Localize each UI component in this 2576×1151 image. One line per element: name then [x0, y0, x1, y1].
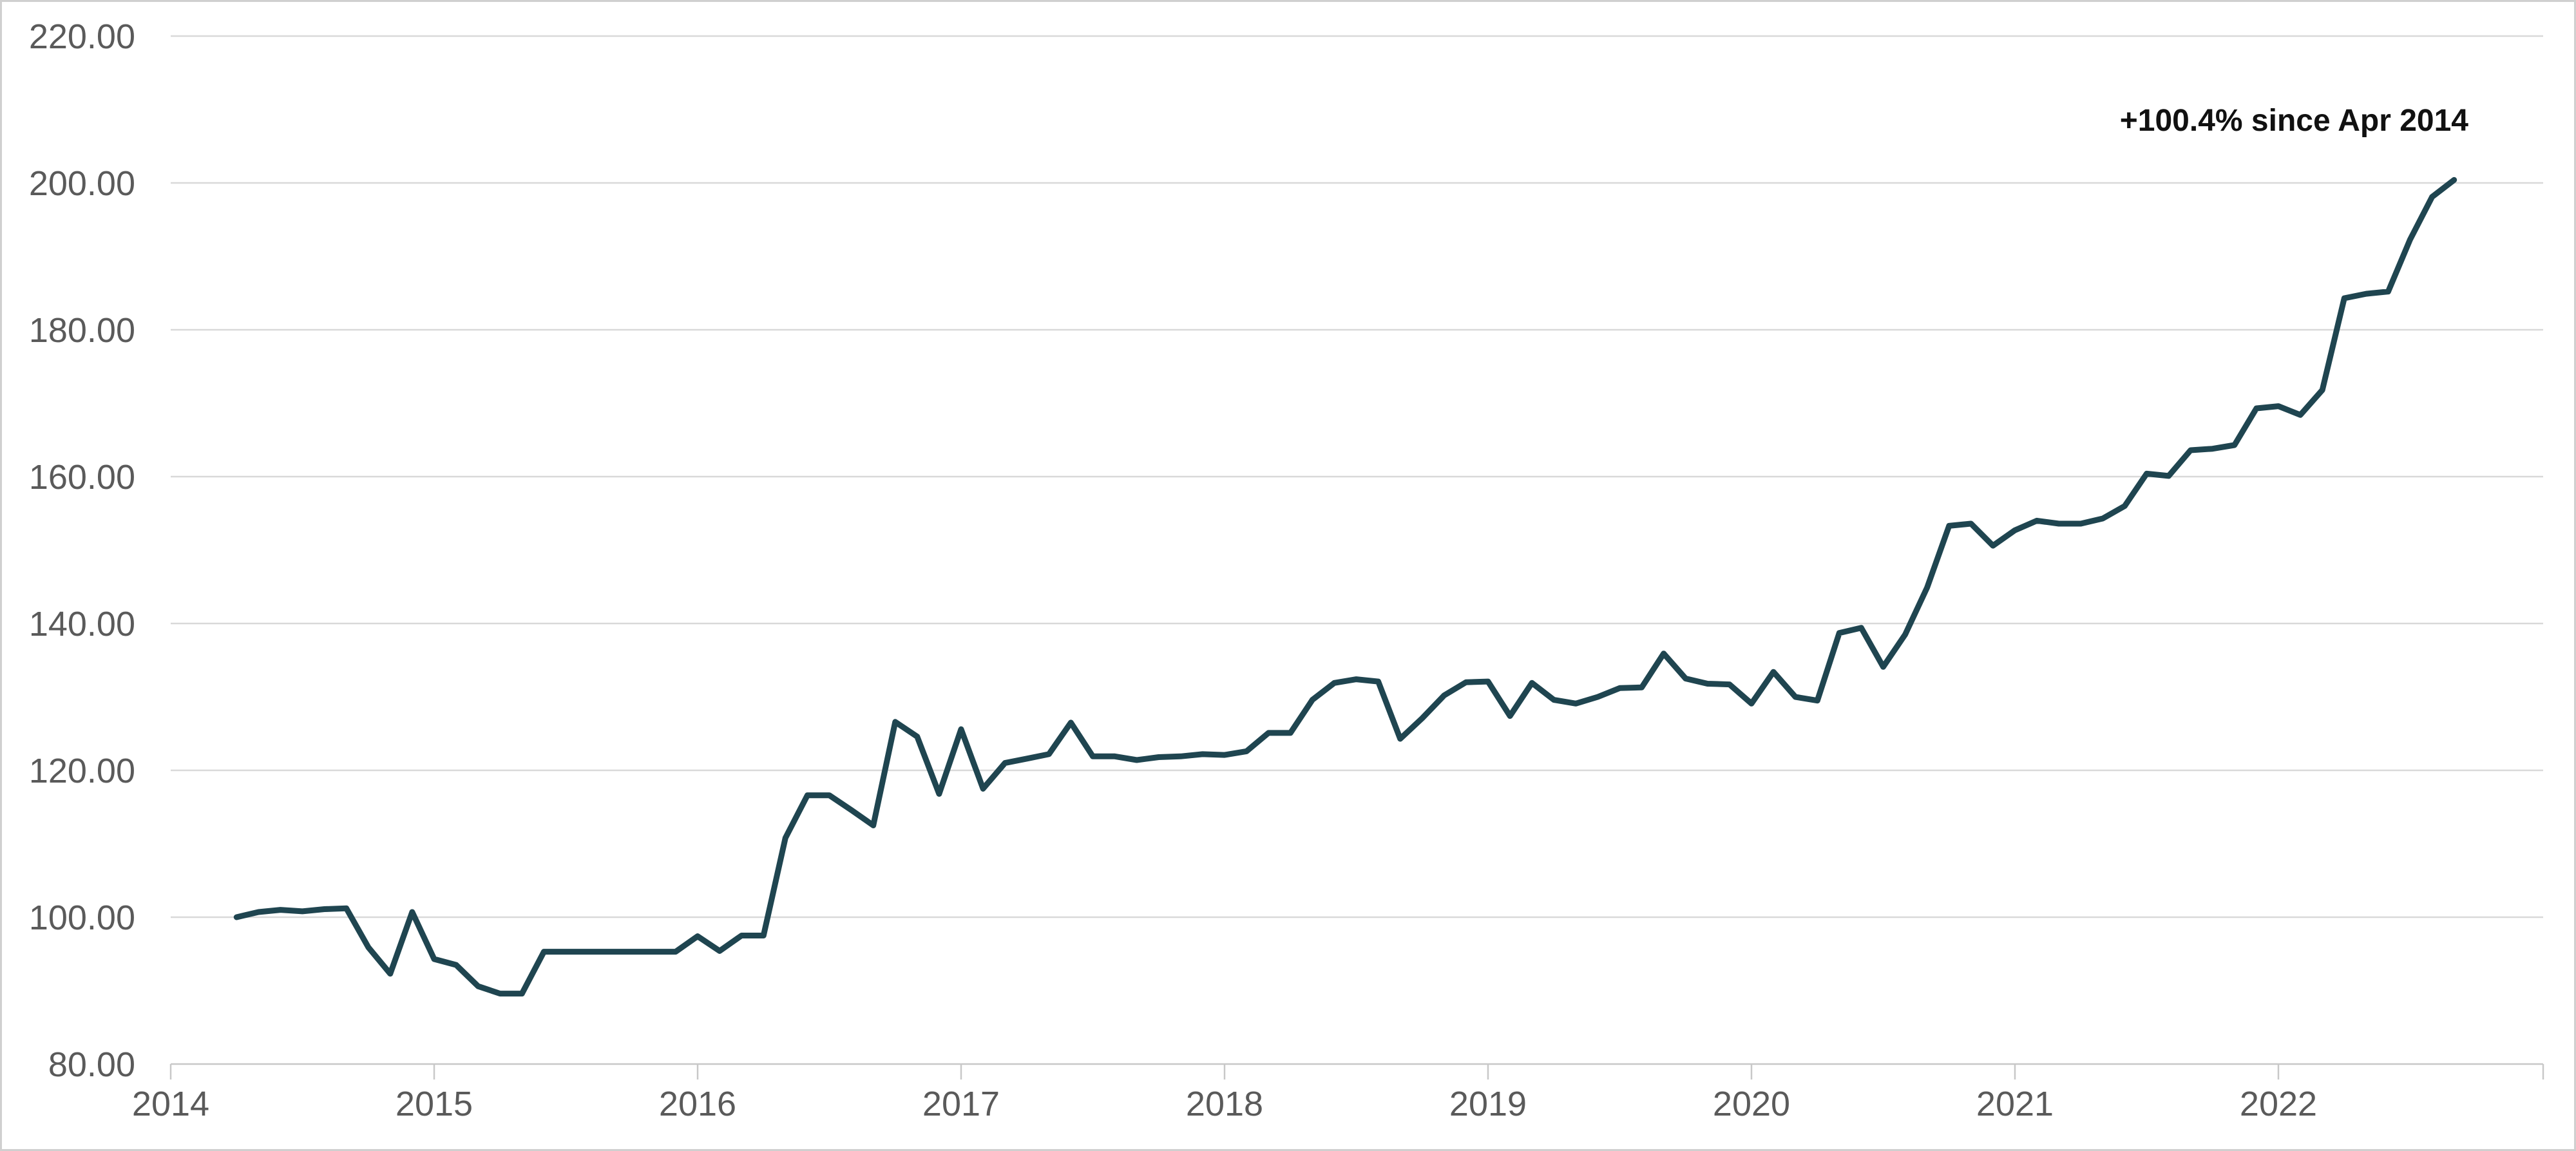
y-tick-label: 120.00 [29, 752, 135, 790]
x-tick-label: 2014 [132, 1085, 209, 1123]
x-tick-label: 2022 [2240, 1085, 2317, 1123]
x-tick-label: 2020 [1713, 1085, 1790, 1123]
y-tick-label: 100.00 [29, 899, 135, 937]
y-tick-label: 160.00 [29, 458, 135, 497]
x-axis: 2014 2015 2016 2017 2018 2019 2020 2021 2022 [132, 1063, 2544, 1123]
x-tick-label: 2021 [1976, 1085, 2054, 1123]
x-tick-label: 2017 [922, 1085, 1000, 1123]
grid-lines [171, 35, 2543, 918]
y-tick-label: 140.00 [29, 605, 135, 643]
y-tick-label: 200.00 [29, 164, 135, 203]
x-tick-label: 2016 [659, 1085, 736, 1123]
y-tick-label: 220.00 [29, 17, 135, 56]
change-annotation: +100.4% since Apr 2014 [2120, 104, 2469, 138]
series-line [233, 176, 2457, 997]
y-axis: 80.00 100.00 120.00 140.00 160.00 180.00 200.0… [29, 17, 135, 1084]
y-tick-label: 180.00 [29, 311, 135, 350]
y-tick-label: 80.00 [48, 1045, 135, 1084]
x-tick-label: 2019 [1449, 1085, 1527, 1123]
x-tick-label: 2018 [1186, 1085, 1263, 1123]
series-group [233, 176, 2457, 997]
x-tick-label: 2015 [396, 1085, 473, 1123]
